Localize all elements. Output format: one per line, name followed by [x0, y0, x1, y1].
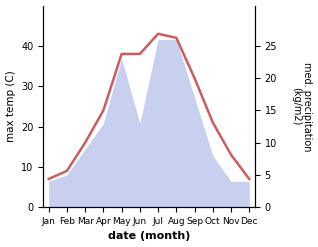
Y-axis label: max temp (C): max temp (C) [5, 70, 16, 142]
X-axis label: date (month): date (month) [108, 231, 190, 242]
Y-axis label: med. precipitation
(kg/m2): med. precipitation (kg/m2) [291, 62, 313, 151]
